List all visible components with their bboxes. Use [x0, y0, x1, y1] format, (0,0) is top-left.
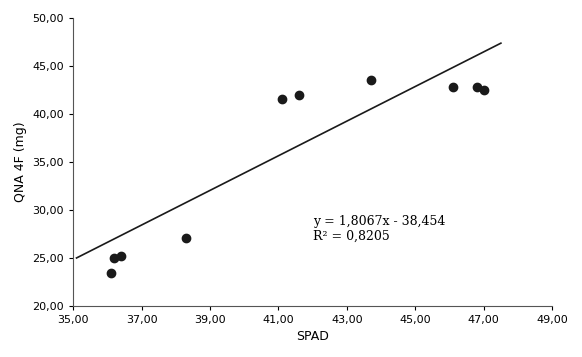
X-axis label: SPAD: SPAD [296, 330, 329, 343]
Point [106, 270, 115, 276]
Point [294, 92, 304, 97]
Point [277, 96, 286, 102]
Y-axis label: QNA 4F (mg): QNA 4F (mg) [14, 121, 27, 202]
Text: y = 1,8067x - 38,454
R² = 0,8205: y = 1,8067x - 38,454 R² = 0,8205 [313, 215, 445, 243]
Point [366, 77, 375, 83]
Point [182, 236, 191, 241]
Point [472, 84, 481, 90]
Point [109, 255, 119, 261]
Point [479, 87, 488, 93]
Point [116, 253, 126, 258]
Point [448, 84, 457, 90]
